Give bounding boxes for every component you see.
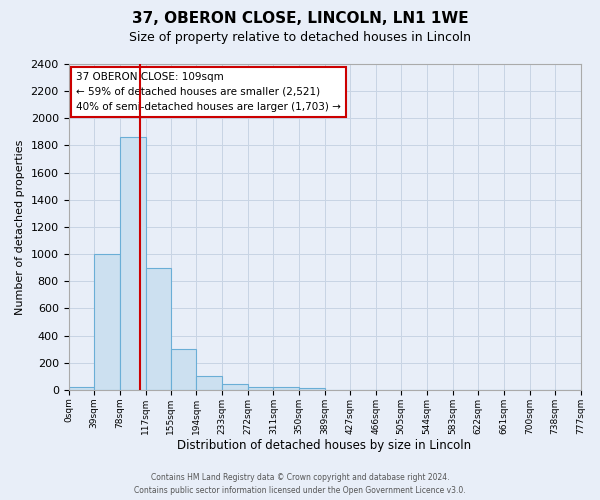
- Bar: [146, 268, 170, 390]
- Text: Size of property relative to detached houses in Lincoln: Size of property relative to detached ho…: [129, 31, 471, 44]
- X-axis label: Distribution of detached houses by size in Lincoln: Distribution of detached houses by size …: [178, 440, 472, 452]
- Bar: [68, 387, 94, 390]
- Bar: [222, 384, 248, 390]
- Bar: [248, 386, 274, 390]
- Bar: [170, 349, 196, 390]
- Bar: [299, 388, 325, 390]
- Y-axis label: Number of detached properties: Number of detached properties: [15, 140, 25, 314]
- Bar: [120, 138, 146, 390]
- Bar: [94, 254, 120, 390]
- Text: 37, OBERON CLOSE, LINCOLN, LN1 1WE: 37, OBERON CLOSE, LINCOLN, LN1 1WE: [131, 11, 469, 26]
- Bar: [196, 376, 222, 390]
- Bar: [274, 387, 299, 390]
- Text: 37 OBERON CLOSE: 109sqm
← 59% of detached houses are smaller (2,521)
40% of semi: 37 OBERON CLOSE: 109sqm ← 59% of detache…: [76, 72, 341, 112]
- Text: Contains HM Land Registry data © Crown copyright and database right 2024.
Contai: Contains HM Land Registry data © Crown c…: [134, 474, 466, 495]
